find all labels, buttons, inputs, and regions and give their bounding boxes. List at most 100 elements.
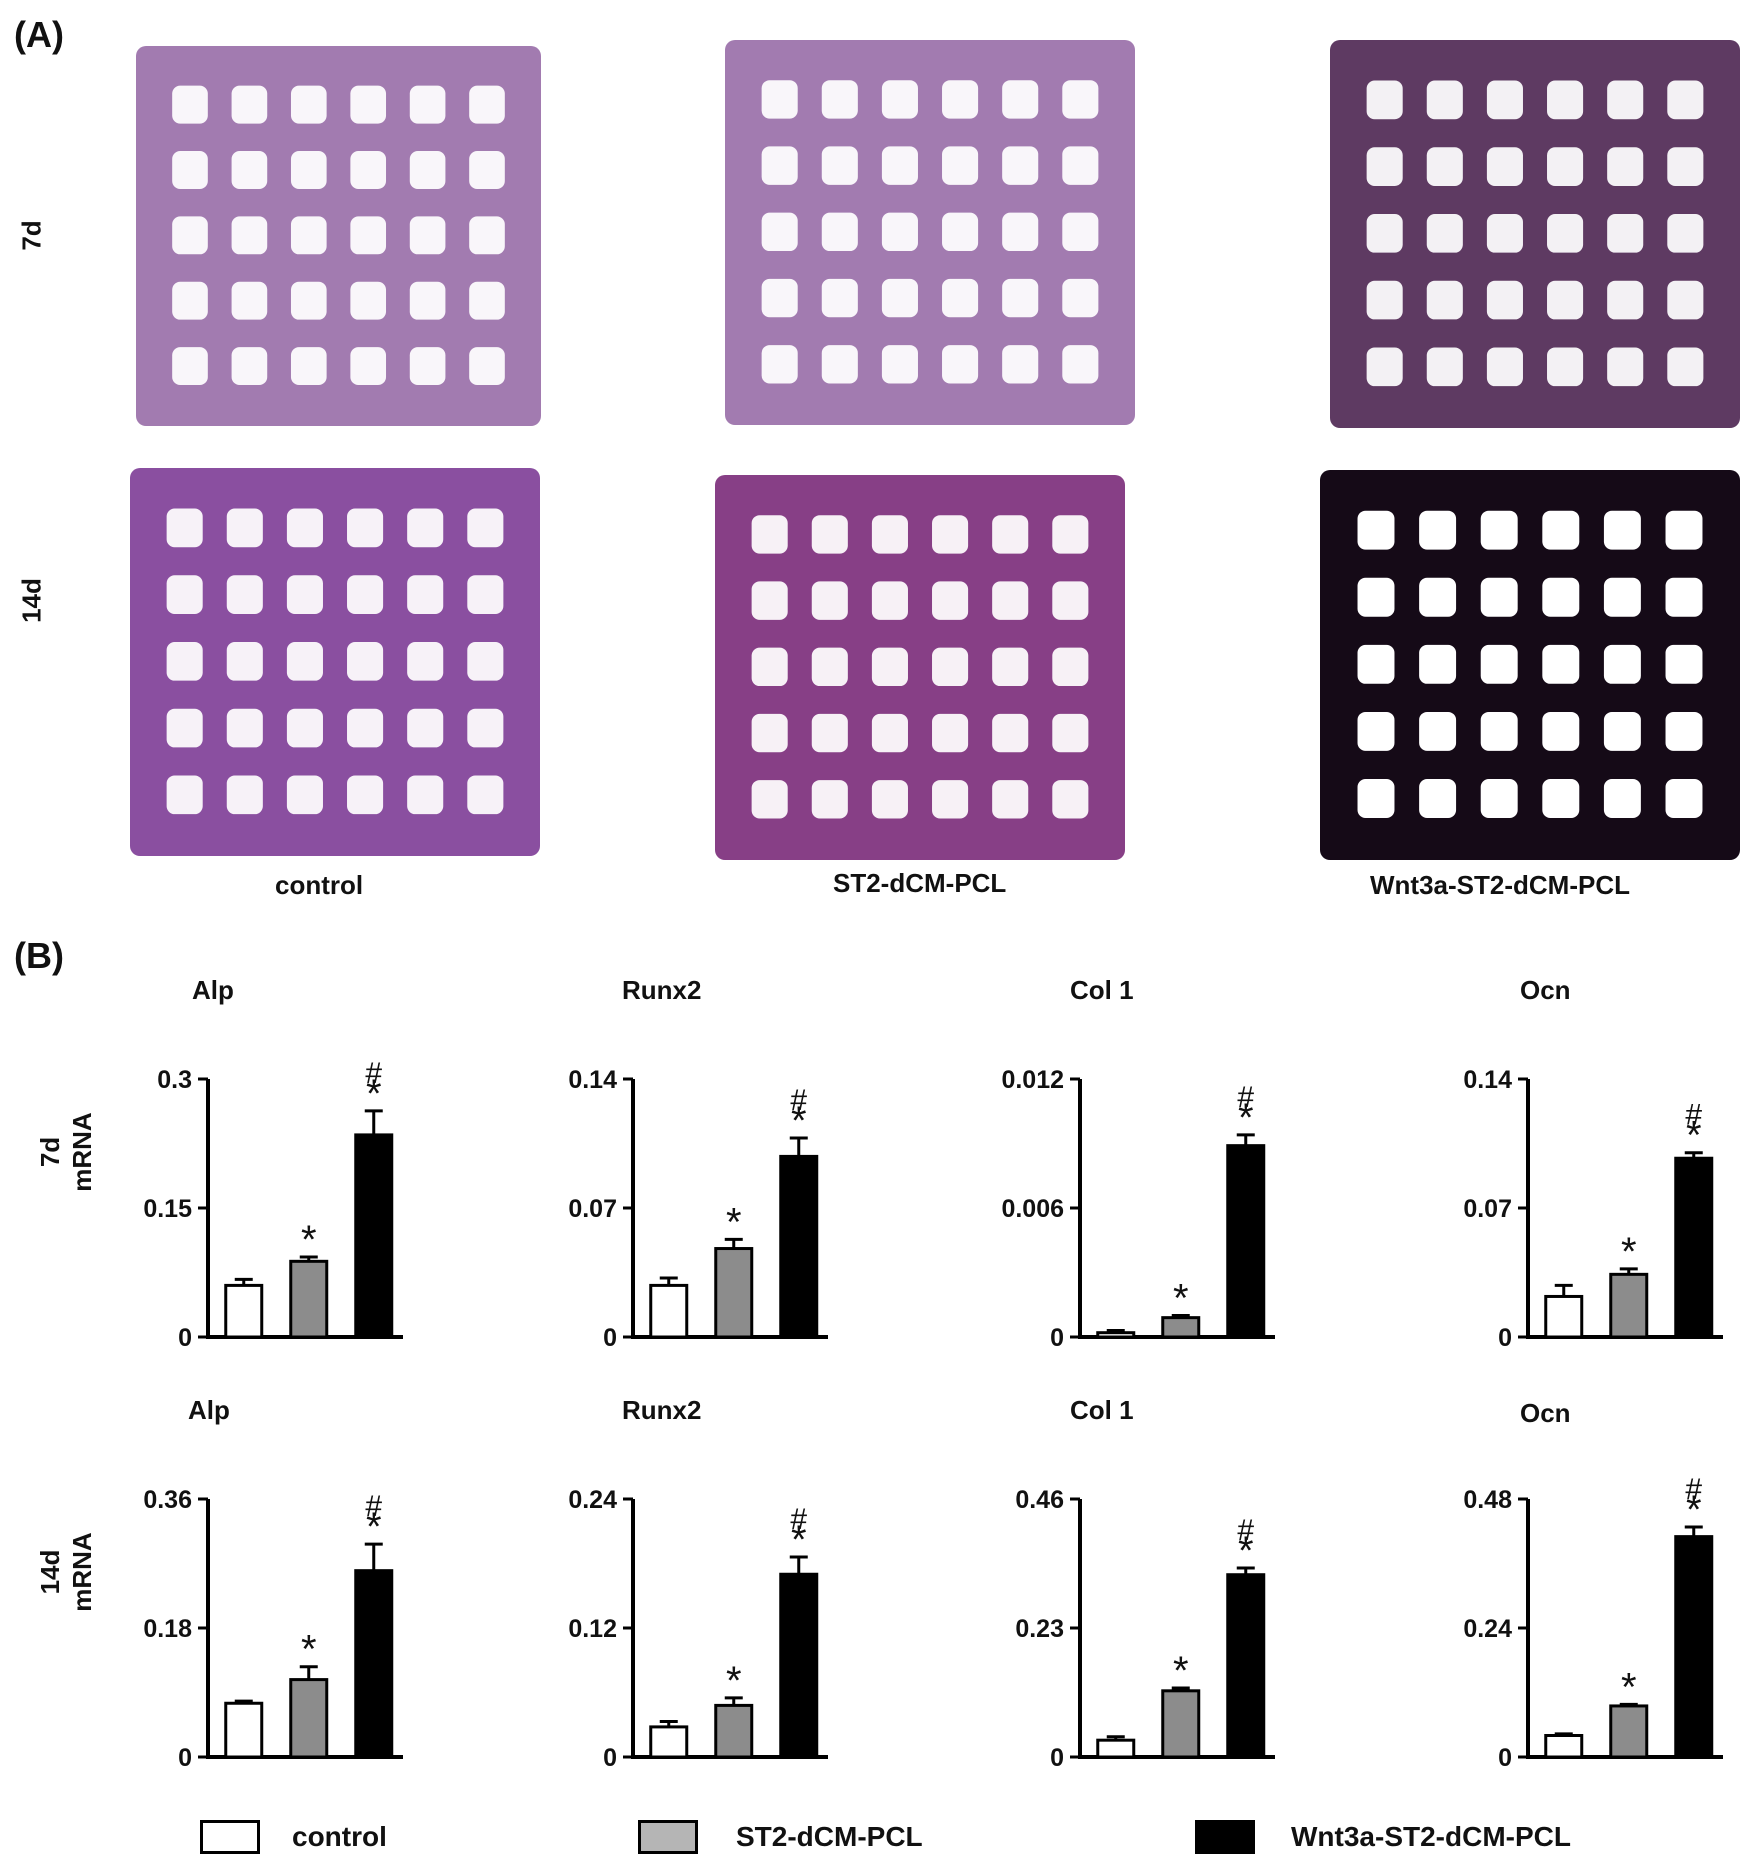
chart-title-col1-14d: Col 1 bbox=[1070, 1395, 1134, 1425]
scaffold-pore bbox=[469, 216, 505, 255]
scaffold-pore bbox=[226, 508, 263, 548]
scaffold-pore bbox=[172, 281, 208, 320]
scaffold-pore bbox=[1547, 80, 1584, 120]
scaffold-pore bbox=[409, 281, 446, 320]
bar-st2 bbox=[1609, 1704, 1649, 1759]
scaffold-pore bbox=[226, 641, 263, 681]
scaffold-pore bbox=[1062, 212, 1099, 252]
y-tick-label: 0.36 bbox=[143, 1486, 192, 1514]
scaffold-pore bbox=[811, 647, 848, 687]
condition-label-st2: ST2-dCM-PCL bbox=[833, 868, 1007, 898]
bar-chart-alp-7d: 0 0.15 0.3 * * # bbox=[118, 989, 423, 1357]
scaffold-pore bbox=[821, 345, 858, 384]
scaffold-pore bbox=[1426, 347, 1463, 387]
scaffold-pore bbox=[1366, 213, 1403, 253]
y-tick-label: 0 bbox=[1050, 1744, 1064, 1772]
bar-control bbox=[224, 1701, 264, 1759]
scaffold-pore bbox=[1603, 510, 1641, 550]
scaffold-pore bbox=[1357, 577, 1395, 617]
scaffold-wnt3a-14d bbox=[1320, 470, 1740, 860]
row-label-7d: 7d bbox=[16, 220, 47, 251]
scaffold-pore bbox=[1480, 644, 1518, 684]
scaffold-pore bbox=[811, 780, 848, 819]
scaffold-pore bbox=[407, 575, 444, 614]
significance-hash: # bbox=[365, 1057, 382, 1090]
legend-label-control: control bbox=[292, 1821, 387, 1852]
scaffold-pore bbox=[467, 641, 504, 681]
scaffold-pore bbox=[226, 775, 263, 815]
y-tick-label: 0.012 bbox=[1001, 1066, 1064, 1094]
panel-b-label: (B) bbox=[14, 935, 64, 976]
scaffold-stain bbox=[715, 475, 1125, 860]
scaffold-pore bbox=[1667, 280, 1704, 320]
scaffold-pore bbox=[1419, 779, 1457, 818]
bar-control bbox=[1096, 1738, 1136, 1759]
scaffold-pore bbox=[942, 212, 979, 252]
scaffold-pore bbox=[932, 581, 969, 620]
row-label-14d: 14d bbox=[16, 578, 47, 623]
scaffold-pore bbox=[932, 713, 969, 753]
bar-wnt3a bbox=[779, 1572, 819, 1759]
scaffold-pore bbox=[1002, 146, 1039, 185]
significance-hash: # bbox=[1685, 1473, 1702, 1506]
bar-control bbox=[1096, 1331, 1136, 1339]
scaffold-st2-7d bbox=[725, 40, 1135, 425]
scaffold-pore bbox=[1603, 711, 1641, 751]
significance-hash: # bbox=[790, 1084, 807, 1117]
scaffold-pore bbox=[1052, 713, 1089, 753]
scaffold-pore bbox=[932, 515, 969, 554]
scaffold-pore bbox=[409, 347, 446, 386]
bar-st2 bbox=[1609, 1272, 1649, 1339]
scaffold-pore bbox=[290, 216, 327, 255]
condition-label-control: control bbox=[275, 870, 364, 900]
significance-star: * bbox=[366, 1505, 382, 1549]
legend-item-wnt3a: Wnt3a-ST2-dCM-PCL bbox=[1195, 1820, 1571, 1854]
scaffold-pore bbox=[1052, 780, 1089, 819]
scaffold-wnt3a-7d bbox=[1330, 40, 1740, 428]
scaffold-pore bbox=[467, 708, 504, 748]
scaffold-pore bbox=[172, 151, 208, 189]
bar-chart-alp-14d: 0 0.18 0.36 * * # bbox=[118, 1409, 423, 1777]
scaffold-pore bbox=[231, 216, 268, 255]
chart-title-alp-7d: Alp bbox=[192, 975, 234, 1005]
bar-control bbox=[1544, 1734, 1584, 1759]
significance-star: * bbox=[1621, 1230, 1637, 1274]
scaffold-pore bbox=[1480, 577, 1518, 617]
y-tick-label: 0 bbox=[1050, 1324, 1064, 1352]
scaffold-pore bbox=[347, 641, 384, 681]
chart-title-ocn-7d: Ocn bbox=[1520, 975, 1571, 1005]
scaffold-pore bbox=[467, 508, 504, 548]
scaffold-pore bbox=[881, 278, 918, 318]
bar-chart-ocn-14d: 0 0.24 0.48 * * # bbox=[1438, 1409, 1743, 1777]
y-tick-label: 0.24 bbox=[1463, 1615, 1512, 1643]
scaffold-pore bbox=[166, 508, 203, 548]
scaffold-pore bbox=[992, 581, 1029, 620]
scaffold-pore bbox=[1665, 711, 1703, 751]
scaffold-pore bbox=[409, 216, 446, 255]
bar-wnt3a bbox=[1674, 1535, 1714, 1759]
scaffold-pore bbox=[881, 80, 918, 119]
scaffold-pore bbox=[467, 575, 504, 614]
scaffold-pore bbox=[751, 647, 788, 687]
scaffold-pore bbox=[1665, 644, 1703, 684]
scaffold-pore bbox=[1002, 80, 1039, 119]
panel-a-label: (A) bbox=[14, 14, 64, 55]
scaffold-pore bbox=[409, 151, 446, 189]
y-label-14d: 14d mRNA bbox=[34, 1512, 98, 1632]
significance-star: * bbox=[1686, 1488, 1702, 1532]
scaffold-pore bbox=[286, 508, 323, 548]
bar-st2 bbox=[289, 1259, 329, 1339]
scaffold-pore bbox=[1603, 577, 1641, 617]
scaffold-pore bbox=[286, 708, 323, 748]
significance-hash: # bbox=[1685, 1099, 1702, 1132]
scaffold-pore bbox=[1542, 779, 1580, 818]
significance-star: * bbox=[1238, 1529, 1254, 1573]
bar-control bbox=[649, 1725, 689, 1759]
bar-st2 bbox=[1161, 1316, 1201, 1339]
scaffold-pore bbox=[881, 345, 918, 384]
scaffold-pore bbox=[871, 780, 908, 819]
scaffold-pore bbox=[1665, 779, 1703, 818]
scaffold-pore bbox=[821, 146, 858, 185]
scaffold-pore bbox=[347, 708, 384, 748]
legend-swatch-st2 bbox=[638, 1820, 698, 1854]
